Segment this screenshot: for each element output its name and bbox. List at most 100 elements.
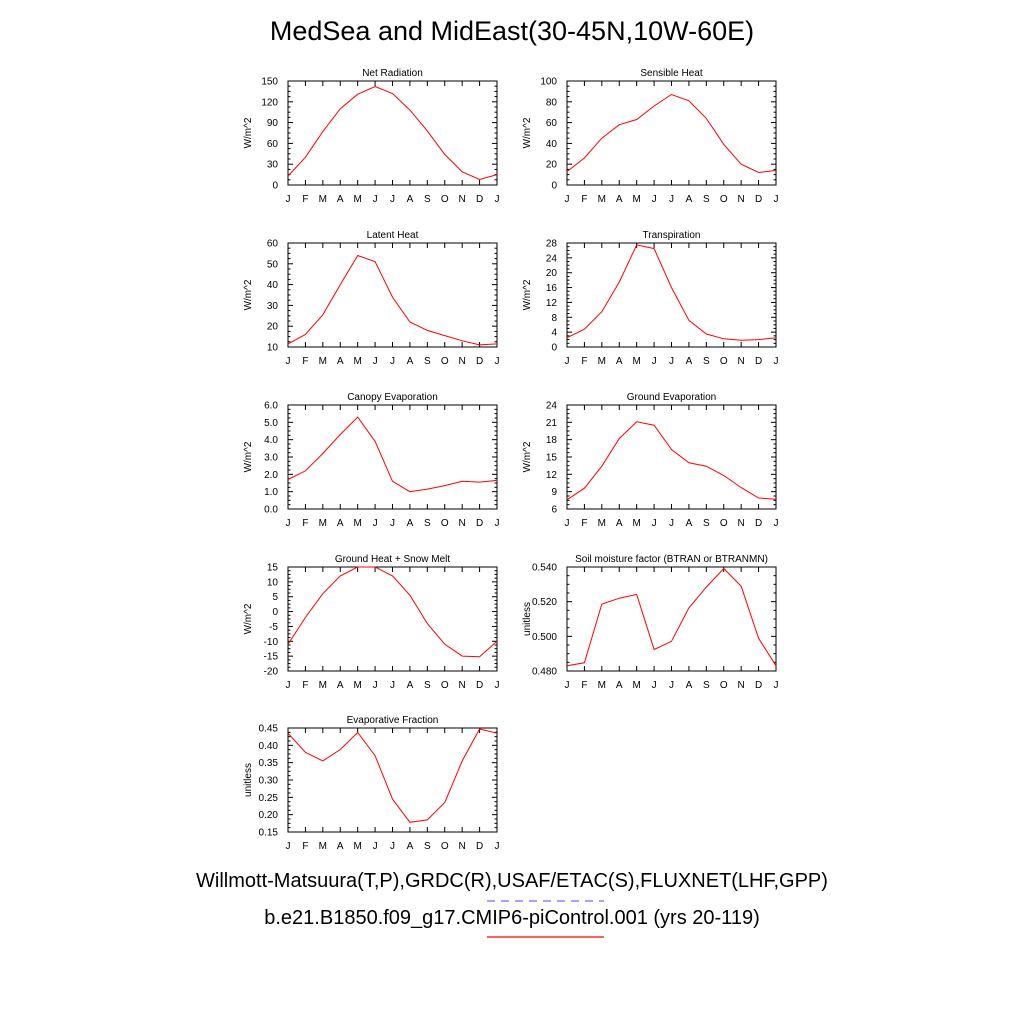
y-tick-label: 4 <box>551 328 557 339</box>
x-tick-label: J <box>652 518 657 529</box>
y-tick-label: 6.0 <box>264 401 278 412</box>
x-tick-label: M <box>353 518 361 529</box>
x-tick-label: N <box>459 356 466 367</box>
x-tick-label: J <box>286 680 291 691</box>
x-tick-label: S <box>703 680 710 691</box>
x-tick-label: N <box>738 356 745 367</box>
x-tick-label: M <box>353 356 361 367</box>
chart-soil-moisture-factor-btran-or-btranmn: Soil moisture factor (BTRAN or BTRANMN) u… <box>522 554 779 691</box>
x-tick-label: O <box>441 841 449 852</box>
y-tick-label: 0.25 <box>259 793 279 804</box>
y-tick-label: 1.0 <box>264 487 278 498</box>
y-tick-label: 0 <box>272 181 278 192</box>
y-axis-label: unitless <box>522 602 533 636</box>
x-tick-label: A <box>616 194 623 205</box>
x-tick-label: S <box>703 194 710 205</box>
x-tick-label: N <box>459 194 466 205</box>
y-axis-label: W/m^2 <box>522 117 533 148</box>
x-tick-label: F <box>302 680 308 691</box>
x-tick-label: J <box>652 680 657 691</box>
x-tick-label: J <box>774 680 779 691</box>
chart-title: Net Radiation <box>362 68 423 79</box>
y-tick-label: 10 <box>267 343 279 354</box>
chart-title: Transpiration <box>643 230 701 241</box>
x-tick-label: J <box>373 518 378 529</box>
chart-title: Canopy Evaporation <box>347 392 438 403</box>
x-tick-label: A <box>407 680 414 691</box>
x-tick-label: J <box>669 194 674 205</box>
x-tick-label: S <box>424 841 431 852</box>
y-axis-label: W/m^2 <box>243 441 254 472</box>
x-tick-label: M <box>353 680 361 691</box>
series-line <box>287 416 498 493</box>
y-tick-label: 120 <box>261 97 278 108</box>
y-tick-label: 40 <box>546 139 558 150</box>
x-tick-label: J <box>565 194 570 205</box>
x-tick-label: M <box>598 680 606 691</box>
x-tick-label: J <box>669 518 674 529</box>
y-tick-label: 0 <box>551 343 557 354</box>
x-tick-label: N <box>459 680 466 691</box>
x-tick-label: J <box>373 680 378 691</box>
chart-canopy-evaporation: Canopy Evaporation W/m^2 0.0 1.0 2.0 3.0 4.0 5.… <box>243 392 500 529</box>
x-tick-label: D <box>755 194 762 205</box>
y-tick-label: 0.0 <box>264 505 278 516</box>
x-tick-label: M <box>353 841 361 852</box>
x-tick-label: M <box>632 518 640 529</box>
y-tick-label: 90 <box>267 118 279 129</box>
plot-frame <box>566 404 777 510</box>
x-tick-label: N <box>738 680 745 691</box>
y-axis-label: W/m^2 <box>243 279 254 310</box>
series-line <box>287 566 498 658</box>
plot-frame <box>287 727 498 833</box>
y-tick-label: 30 <box>267 160 279 171</box>
y-tick-label: 0.35 <box>259 758 279 769</box>
plot-frame <box>287 242 498 348</box>
x-tick-label: J <box>495 518 500 529</box>
y-tick-label: 60 <box>267 239 279 250</box>
x-tick-label: M <box>319 680 327 691</box>
x-tick-label: F <box>302 518 308 529</box>
x-tick-label: J <box>495 680 500 691</box>
model-case-caption: b.e21.B1850.f09_g17.CMIP6-piControl.001 … <box>264 907 760 929</box>
series-line <box>287 728 498 823</box>
x-tick-label: J <box>390 841 395 852</box>
x-tick-label: A <box>686 194 693 205</box>
x-tick-label: M <box>598 194 606 205</box>
plot-frame <box>566 566 777 672</box>
x-tick-label: N <box>459 518 466 529</box>
x-tick-label: J <box>669 356 674 367</box>
y-tick-label: 8 <box>551 313 557 324</box>
y-tick-label: 20 <box>267 322 279 333</box>
x-tick-label: A <box>407 841 414 852</box>
x-tick-label: M <box>319 356 327 367</box>
chart-title: Ground Heat + Snow Melt <box>335 554 451 565</box>
x-tick-label: A <box>616 356 623 367</box>
plot-frame <box>287 80 498 186</box>
x-tick-label: A <box>407 194 414 205</box>
y-tick-label: -5 <box>269 622 278 633</box>
x-tick-label: J <box>652 356 657 367</box>
x-tick-label: J <box>652 194 657 205</box>
series-line <box>566 93 777 174</box>
y-tick-label: 5 <box>272 592 278 603</box>
y-tick-label: 24 <box>546 401 558 412</box>
y-tick-label: 18 <box>546 435 558 446</box>
x-tick-label: M <box>319 194 327 205</box>
y-tick-label: 40 <box>267 280 279 291</box>
x-tick-label: O <box>720 518 728 529</box>
x-tick-label: F <box>581 518 587 529</box>
x-tick-label: F <box>581 680 587 691</box>
y-tick-label: 0.520 <box>532 597 557 608</box>
plot-frame <box>566 80 777 186</box>
x-tick-label: M <box>598 518 606 529</box>
x-tick-label: J <box>373 194 378 205</box>
y-tick-label: 60 <box>546 118 558 129</box>
chart-title: Sensible Heat <box>640 68 702 79</box>
y-tick-label: 4.0 <box>264 435 278 446</box>
y-tick-label: 15 <box>267 563 279 574</box>
x-tick-label: J <box>390 680 395 691</box>
